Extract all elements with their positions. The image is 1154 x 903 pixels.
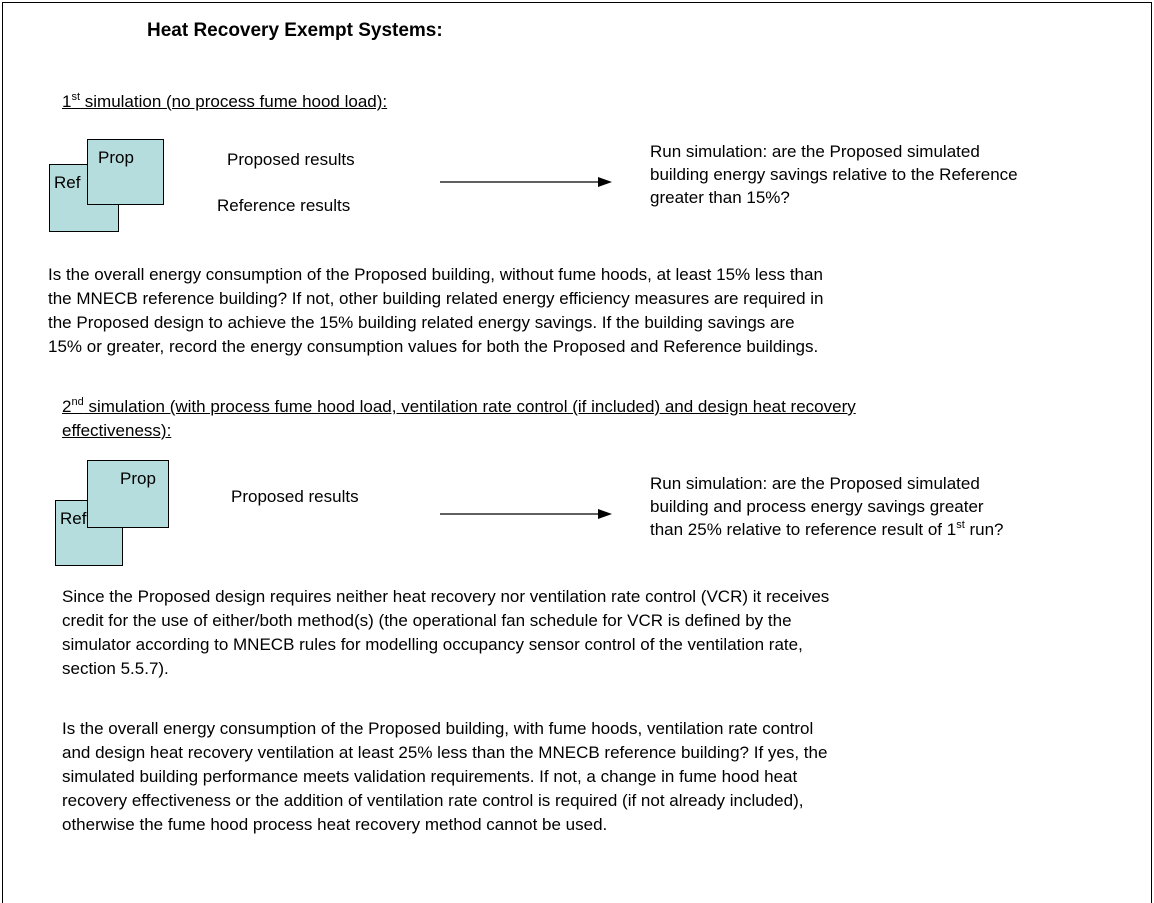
label: Proposed results — [227, 150, 355, 169]
text-line: Run simulation: are the Proposed simulat… — [650, 142, 980, 161]
result-line: than 25% relative to reference result of… — [650, 520, 1004, 540]
arrow-head — [598, 509, 612, 519]
text-line: the Proposed design to achieve the 15% b… — [48, 313, 795, 332]
box-label: Prop — [120, 469, 156, 488]
text-line: simulator according to MNECB rules for m… — [62, 635, 803, 654]
text-line: 15% or greater, record the energy consum… — [48, 337, 819, 356]
heading-text: simulation (no process fume hood load): — [80, 92, 388, 111]
prop-box: Prop — [87, 139, 164, 205]
prop-box: Prop — [87, 460, 169, 528]
text-line: Since the Proposed design requires neith… — [62, 587, 830, 606]
heading-number: 2 — [62, 397, 72, 416]
text-line: and design heat recovery ventilation at … — [62, 743, 828, 762]
text-line: credit for the use of either/both method… — [62, 611, 792, 630]
heading-suffix: nd — [71, 396, 84, 408]
text-line: Is the overall energy consumption of the… — [48, 265, 823, 284]
text-line: otherwise the fume hood process heat rec… — [62, 815, 608, 834]
heading: 1st simulation (no process fume hood loa… — [62, 92, 387, 112]
text-line: greater than 15%? — [650, 188, 790, 207]
heading-suffix: st — [71, 91, 81, 103]
label: Reference results — [217, 196, 351, 215]
heading: 2nd simulation (with process fume hood l… — [62, 397, 856, 417]
text-line: the MNECB reference building? If not, ot… — [48, 289, 824, 308]
title: Heat Recovery Exempt Systems: — [147, 20, 443, 41]
text-line: simulated building performance meets val… — [62, 767, 798, 786]
text: than 25% relative to reference result of — [650, 520, 947, 539]
number: 1 — [946, 520, 957, 539]
suffix: st — [956, 519, 965, 531]
arrow-head — [598, 177, 612, 187]
text-line: building and process energy savings grea… — [650, 497, 984, 516]
heading-text: simulation (with process fume hood load,… — [83, 397, 856, 416]
text-line: Run simulation: are the Proposed simulat… — [650, 474, 980, 493]
heading: effectiveness): — [62, 421, 172, 440]
text-line: Is the overall energy consumption of the… — [62, 719, 814, 738]
box-label: Ref — [60, 509, 87, 528]
text: run? — [964, 520, 1004, 539]
text-line: recovery effectiveness or the addition o… — [62, 791, 804, 810]
box-label: Prop — [98, 148, 134, 167]
text-line: building energy savings relative to the … — [650, 165, 1018, 184]
heading-number: 1 — [62, 92, 72, 111]
text-line: section 5.5.7). — [62, 659, 169, 678]
label: Proposed results — [231, 487, 359, 506]
box-label: Ref — [54, 173, 81, 192]
